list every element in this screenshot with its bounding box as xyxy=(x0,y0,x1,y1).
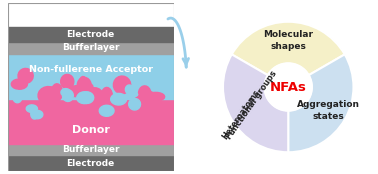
Polygon shape xyxy=(77,77,91,92)
Polygon shape xyxy=(90,91,99,103)
Text: Electrode: Electrode xyxy=(67,159,115,168)
Polygon shape xyxy=(137,91,156,103)
Wedge shape xyxy=(288,54,353,152)
Polygon shape xyxy=(79,92,91,97)
Text: Non-fullerene Acceptor: Non-fullerene Acceptor xyxy=(29,65,153,74)
Text: Functional groups: Functional groups xyxy=(225,69,279,141)
Polygon shape xyxy=(113,76,131,94)
Text: Heteroatoms: Heteroatoms xyxy=(221,88,262,141)
Polygon shape xyxy=(138,86,151,101)
Polygon shape xyxy=(61,89,71,96)
Bar xyxy=(8,99,174,144)
Polygon shape xyxy=(78,82,93,92)
Polygon shape xyxy=(80,92,94,104)
Polygon shape xyxy=(79,77,87,94)
Polygon shape xyxy=(147,92,165,101)
Polygon shape xyxy=(11,79,28,89)
Bar xyxy=(8,156,174,171)
Polygon shape xyxy=(18,68,33,83)
Polygon shape xyxy=(62,90,73,101)
Bar xyxy=(8,42,174,54)
Bar xyxy=(8,27,174,42)
Polygon shape xyxy=(13,90,22,103)
Text: Molecular
shapes: Molecular shapes xyxy=(263,30,313,51)
Polygon shape xyxy=(93,95,104,112)
Bar xyxy=(8,144,174,156)
Polygon shape xyxy=(32,110,43,119)
Polygon shape xyxy=(125,85,133,94)
Polygon shape xyxy=(101,87,113,105)
Polygon shape xyxy=(51,84,62,101)
Text: Electrode: Electrode xyxy=(67,30,115,39)
Circle shape xyxy=(265,63,312,111)
Polygon shape xyxy=(92,99,102,112)
Polygon shape xyxy=(31,109,38,119)
Wedge shape xyxy=(232,22,345,75)
Text: Bufferlayer: Bufferlayer xyxy=(62,43,119,52)
Text: Aggregation
states: Aggregation states xyxy=(297,100,360,121)
Wedge shape xyxy=(223,54,288,152)
Polygon shape xyxy=(86,88,103,103)
Polygon shape xyxy=(95,96,110,106)
Polygon shape xyxy=(70,85,87,97)
Polygon shape xyxy=(61,74,74,89)
Polygon shape xyxy=(129,98,141,110)
Polygon shape xyxy=(127,92,138,97)
Polygon shape xyxy=(111,93,127,105)
Polygon shape xyxy=(135,96,144,107)
Text: NFAs: NFAs xyxy=(270,81,307,93)
Polygon shape xyxy=(99,105,114,116)
Text: Bufferlayer: Bufferlayer xyxy=(62,145,119,154)
Polygon shape xyxy=(26,105,37,112)
Polygon shape xyxy=(38,86,59,104)
Text: Donor: Donor xyxy=(72,125,110,135)
Polygon shape xyxy=(77,92,92,104)
Polygon shape xyxy=(64,85,77,98)
Polygon shape xyxy=(45,87,62,100)
Bar xyxy=(8,54,174,99)
